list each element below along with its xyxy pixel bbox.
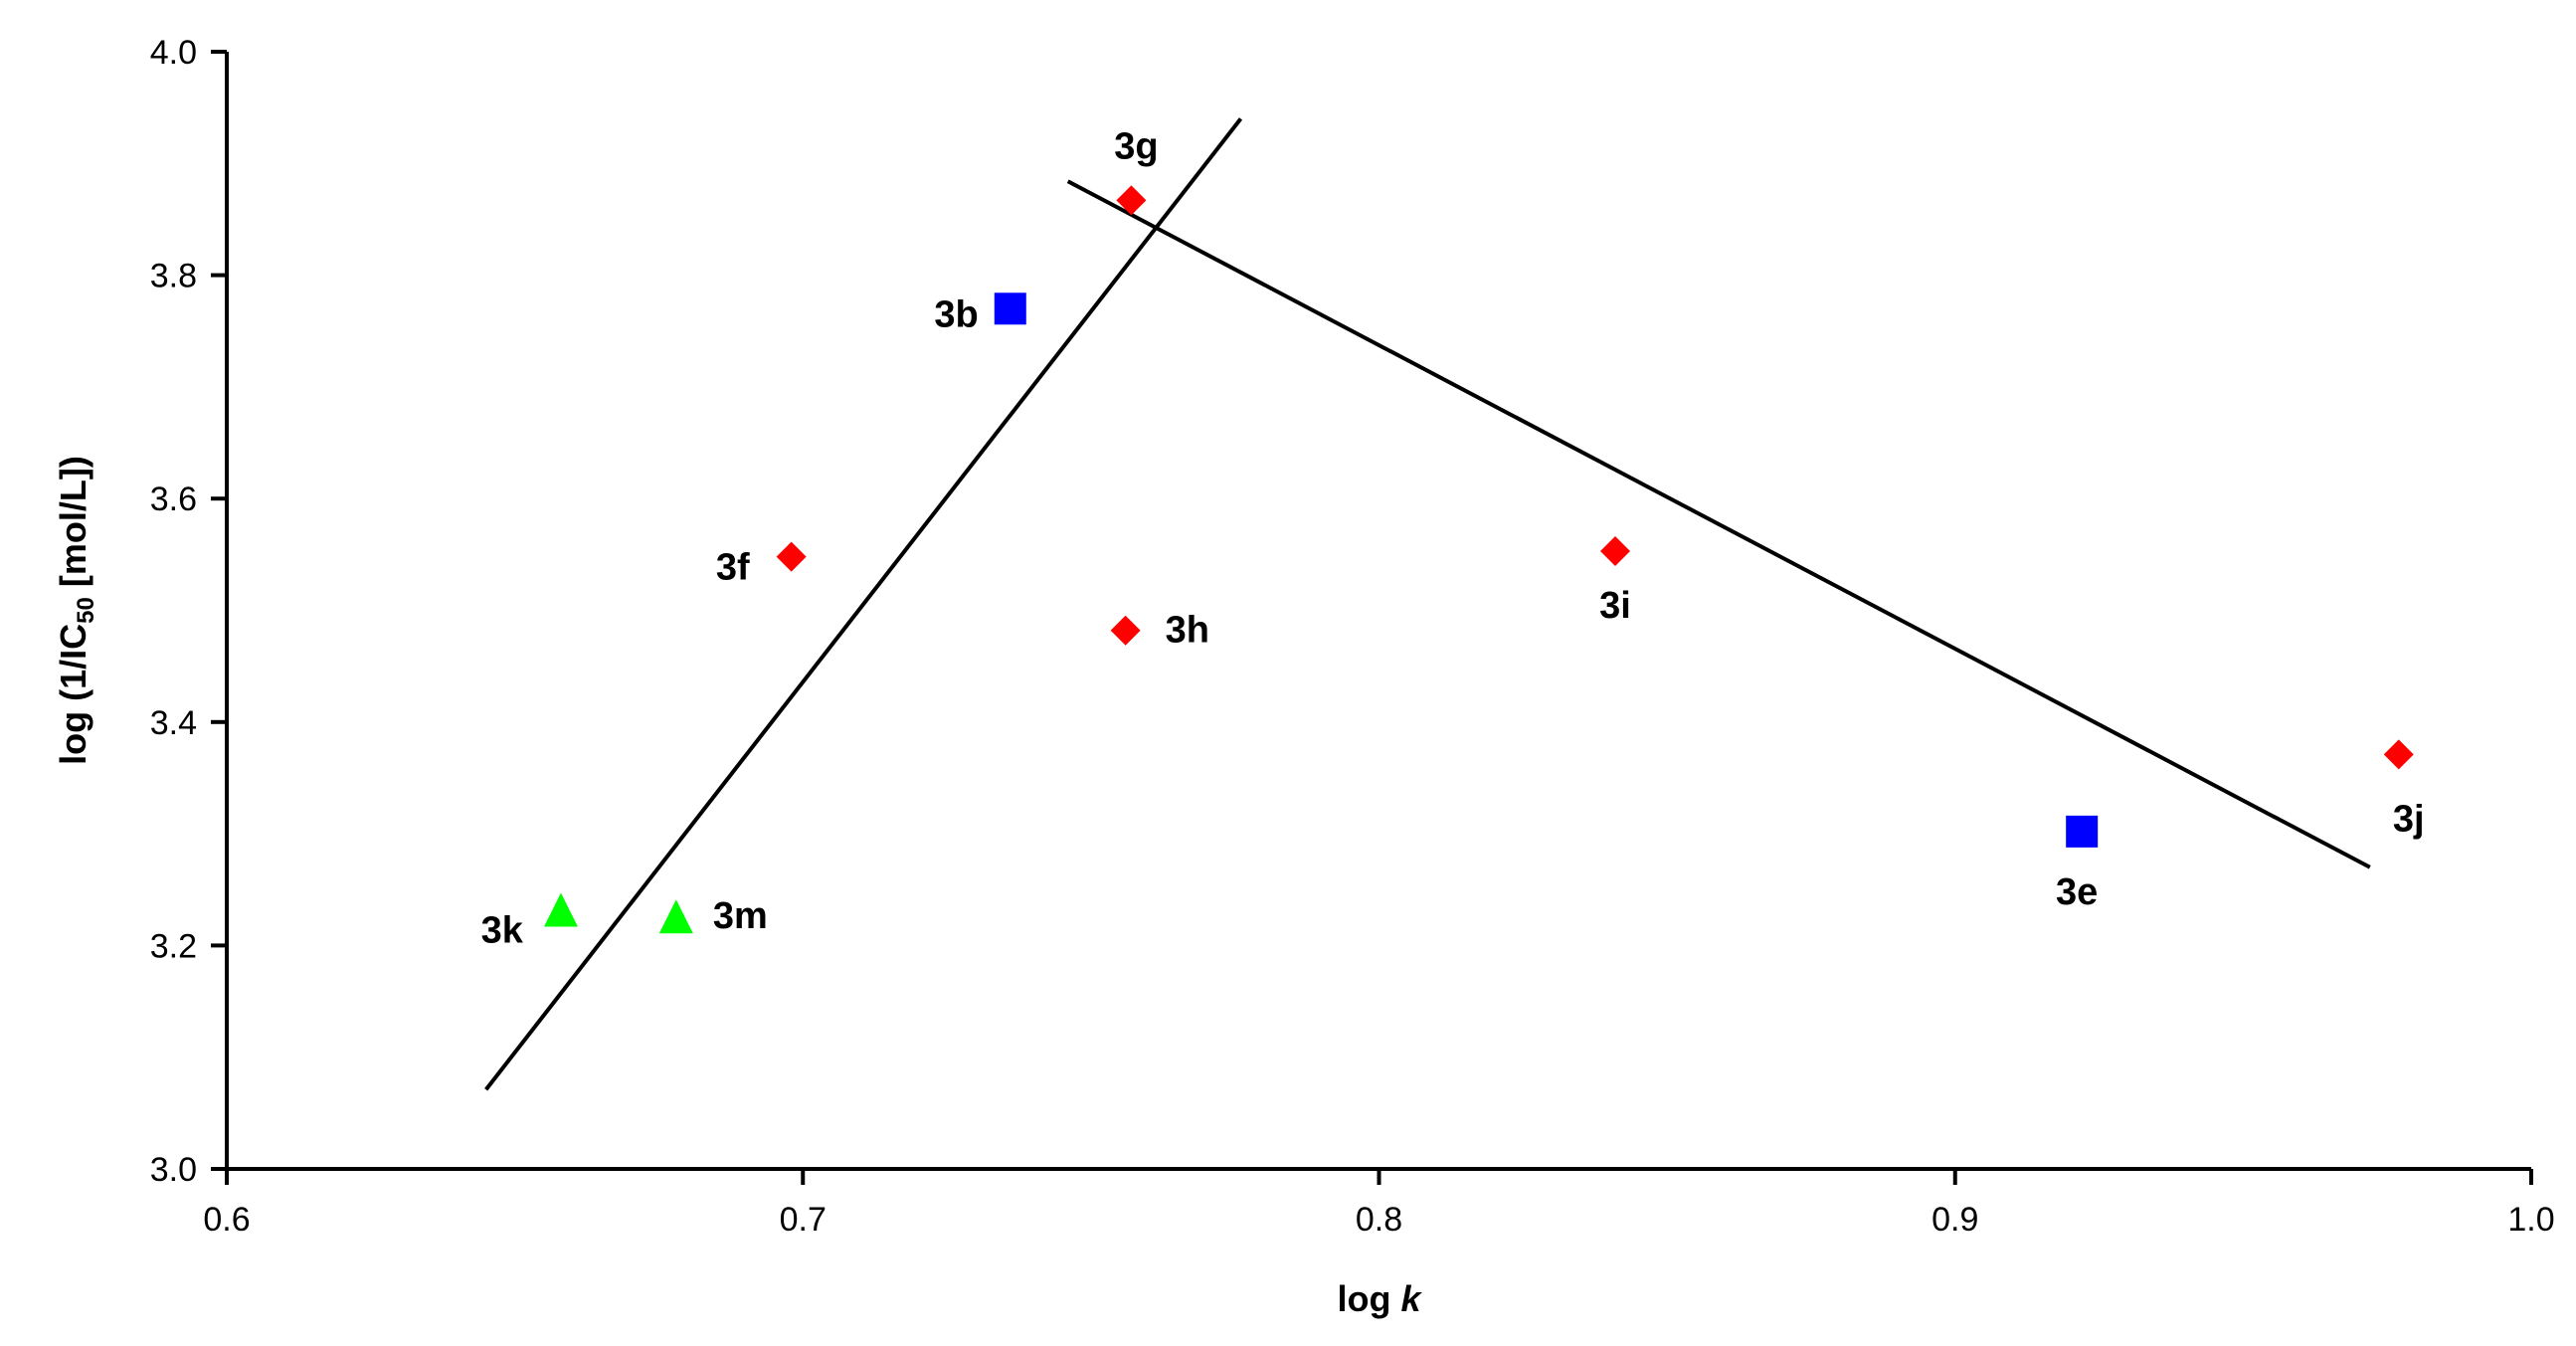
x-tick-label: 0.6 xyxy=(203,1201,250,1239)
axes: 0.6 0.7 0.8 0.9 1.0 3.0 3.2 3.4 3.6 3.8 4.0 xyxy=(150,34,2555,1239)
x-tick-label: 1.0 xyxy=(2507,1201,2554,1239)
point-label-3b: 3b xyxy=(934,293,978,335)
data-point-3e xyxy=(2066,815,2099,848)
y-tick-label: 3.4 xyxy=(150,704,197,742)
y-axis-title: log (1/IC50 [mol/L]) xyxy=(53,456,99,765)
x-tick-label: 0.8 xyxy=(1356,1201,1402,1239)
data-point-3i xyxy=(1599,535,1630,566)
point-label-3m: 3m xyxy=(713,895,768,937)
point-label-3h: 3h xyxy=(1166,610,1209,652)
data-point-3f xyxy=(776,541,807,572)
x-axis-title: log k xyxy=(1337,1278,1422,1319)
data-point-3k xyxy=(543,892,578,927)
data-point-3j xyxy=(2383,739,2414,770)
x-axis-title-italic: k xyxy=(1400,1278,1422,1319)
x-axis-title-main: log xyxy=(1337,1278,1400,1319)
data-point-3b xyxy=(994,292,1026,325)
trend-line-2 xyxy=(1066,179,2371,869)
data-point-3h xyxy=(1110,615,1141,646)
y-tick-label: 3.6 xyxy=(150,481,197,518)
y-axis-title-suffix: [mol/L]) xyxy=(53,456,93,597)
data-points xyxy=(543,185,2414,934)
x-tick-label: 0.7 xyxy=(780,1201,827,1239)
data-point-3m xyxy=(658,899,693,934)
y-axis-title-prefix: log (1/IC xyxy=(53,624,93,765)
y-tick-label: 3.2 xyxy=(150,927,197,965)
point-label-3j: 3j xyxy=(2393,798,2425,840)
x-tick-label: 0.9 xyxy=(1932,1201,1978,1239)
y-tick-label: 3.8 xyxy=(150,258,197,295)
trend-line-1 xyxy=(484,117,1243,1091)
trend-lines xyxy=(484,117,2371,1091)
point-label-3i: 3i xyxy=(1599,585,1631,627)
point-label-3f: 3f xyxy=(716,547,750,589)
point-label-3e: 3e xyxy=(2056,871,2098,913)
y-tick-label: 4.0 xyxy=(150,34,197,72)
point-label-3g: 3g xyxy=(1114,125,1158,167)
point-label-3k: 3k xyxy=(481,909,524,951)
y-tick-label: 3.0 xyxy=(150,1151,197,1189)
data-point-3g xyxy=(1116,185,1147,216)
point-labels: 3g 3f 3h 3i 3j 3b 3e 3k 3m xyxy=(481,125,2425,951)
y-axis-title-subscript: 50 xyxy=(73,597,99,624)
